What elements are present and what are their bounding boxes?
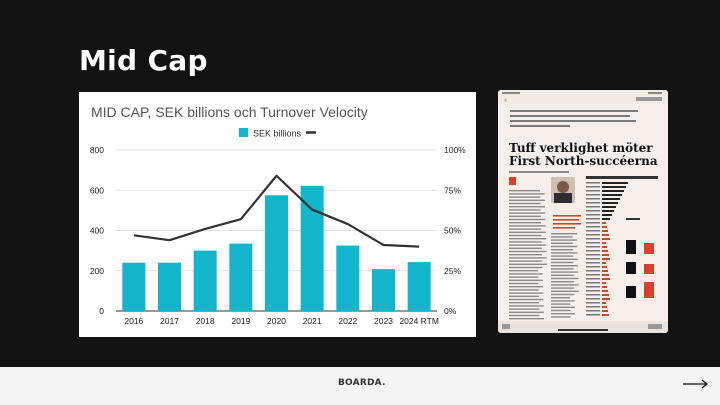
y-tick-label: 400	[90, 226, 104, 236]
y-tick-label: 0	[99, 306, 104, 316]
bar-2016	[122, 262, 146, 311]
x-tick-label: 2018	[196, 316, 215, 326]
bar-2024-rtm	[407, 262, 431, 311]
bar-2022	[336, 245, 360, 311]
y2-tick-label: 75%	[444, 185, 461, 195]
article-headline-line1: Tuff verklighet möter	[509, 141, 653, 155]
svg-text:×: ×	[504, 98, 507, 104]
bar-2020	[265, 195, 288, 311]
bar-2021	[300, 185, 324, 311]
x-tick-label: 2017	[160, 316, 179, 326]
y-tick-label: 600	[90, 185, 104, 195]
turnover-velocity-line	[133, 174, 420, 248]
y2-tick-label: 100%	[444, 145, 466, 155]
x-tick-label: 2022	[338, 316, 357, 326]
y-tick-label: 200	[90, 266, 104, 276]
x-tick-label: 2024 RTM	[399, 316, 439, 326]
y2-tick-label: 25%	[444, 266, 461, 276]
x-tick-label: 2021	[303, 316, 322, 326]
x-tick-label: 2016	[124, 316, 143, 326]
boarda-logo: BOARDA.	[338, 378, 386, 388]
bar-2019	[229, 243, 253, 311]
legend-swatch-sek-billions	[239, 128, 248, 137]
slide-title: Mid Cap	[79, 44, 208, 77]
y2-tick-label: 0%	[444, 306, 457, 316]
x-tick-label: 2020	[267, 316, 286, 326]
y-tick-label: 800	[90, 145, 104, 155]
bar-2023	[372, 269, 395, 311]
legend-label-sek-billions: SEK billions	[253, 129, 302, 139]
chart-panel: MID CAP, SEK billions och Turnover Veloc…	[79, 92, 476, 337]
chart-legend: SEK billions	[239, 128, 316, 139]
bar-2017	[158, 262, 181, 311]
x-tick-label: 2019	[231, 316, 250, 326]
article-screenshot: × Tuff verklighet möter First North-succ…	[498, 90, 668, 333]
article-headline-line2: First North-succéerna	[509, 154, 658, 168]
chart-svg: MID CAP, SEK billions och Turnover Veloc…	[90, 104, 466, 326]
footer-bar: BOARDA.	[0, 367, 720, 405]
bar-2018	[193, 250, 217, 311]
chart-title: MID CAP, SEK billions och Turnover Veloc…	[91, 104, 368, 120]
next-slide-arrow-icon[interactable]	[682, 377, 710, 396]
y2-tick-label: 50%	[444, 226, 461, 236]
x-tick-label: 2023	[374, 316, 393, 326]
